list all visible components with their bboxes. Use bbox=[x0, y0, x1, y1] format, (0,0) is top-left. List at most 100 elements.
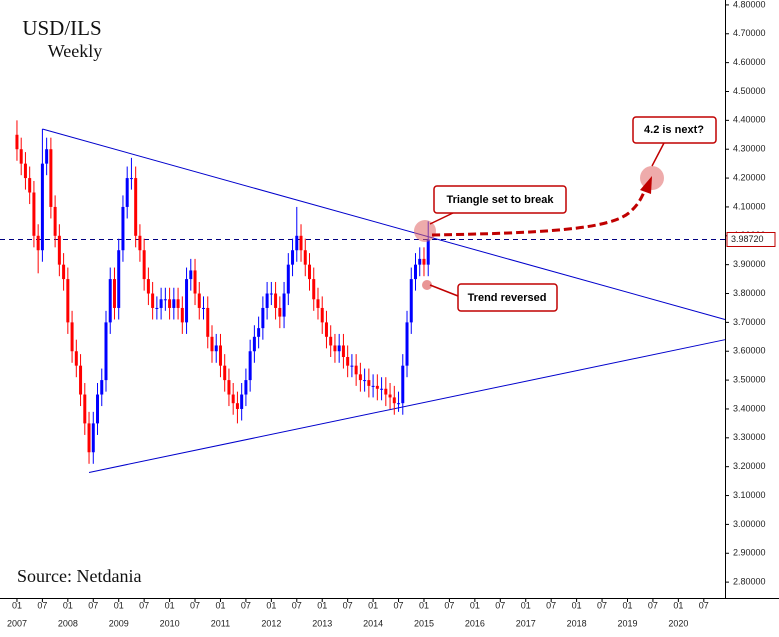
y-tick-label: 4.50000 bbox=[733, 86, 766, 96]
candle-body bbox=[358, 374, 362, 381]
x-year-label: 2018 bbox=[567, 618, 587, 628]
x-tick-label: 07 bbox=[139, 600, 149, 610]
last-price-box bbox=[726, 231, 776, 247]
x-tick-label: 01 bbox=[165, 600, 175, 610]
x-tick-label: 01 bbox=[521, 600, 531, 610]
candle-body bbox=[163, 299, 167, 301]
candle-body bbox=[363, 380, 367, 382]
callout-line bbox=[651, 142, 665, 167]
annotation: 4.2 is next? bbox=[644, 124, 704, 136]
y-tick-label: 3.10000 bbox=[733, 490, 766, 500]
candle-body bbox=[261, 307, 265, 329]
x-tick-label: 01 bbox=[114, 600, 124, 610]
candle-body bbox=[70, 322, 74, 352]
candle-body bbox=[312, 279, 316, 300]
y-tick-label: 3.90000 bbox=[733, 259, 766, 269]
candle-body bbox=[180, 307, 184, 323]
candle-body bbox=[159, 299, 163, 308]
candle-body bbox=[324, 322, 328, 337]
candle-body bbox=[206, 307, 210, 337]
candle-body bbox=[354, 365, 358, 375]
arrow-head bbox=[640, 176, 652, 194]
candle-body bbox=[83, 394, 87, 424]
x-year-label: 2008 bbox=[58, 618, 78, 628]
candle-body bbox=[91, 423, 95, 453]
candle-body bbox=[138, 235, 142, 251]
candle-body bbox=[168, 299, 172, 308]
candle-body bbox=[346, 357, 350, 366]
candle-body bbox=[79, 365, 83, 395]
candle-body bbox=[121, 206, 125, 251]
candle-body bbox=[74, 351, 78, 366]
x-year-label: 2009 bbox=[109, 618, 129, 628]
candle-body bbox=[15, 134, 19, 150]
candle-body bbox=[125, 178, 129, 207]
candle-body bbox=[308, 264, 312, 280]
x-tick-label: 01 bbox=[470, 600, 480, 610]
trendline bbox=[42, 128, 726, 320]
x-year-label: 2012 bbox=[261, 618, 281, 628]
candle-body bbox=[397, 403, 401, 405]
candle-body bbox=[108, 279, 112, 323]
candle-body bbox=[40, 163, 44, 251]
candle-body bbox=[409, 279, 413, 323]
candle-body bbox=[303, 250, 307, 265]
x-year-label: 2007 bbox=[7, 618, 27, 628]
candle-body bbox=[240, 394, 244, 409]
candle-body bbox=[392, 397, 396, 404]
candle-body bbox=[155, 307, 159, 309]
x-tick-label: 07 bbox=[444, 600, 454, 610]
x-tick-label: 07 bbox=[546, 600, 556, 610]
x-tick-label: 01 bbox=[419, 600, 429, 610]
x-tick-label: 07 bbox=[37, 600, 47, 610]
candle-body bbox=[32, 192, 36, 236]
x-tick-label: 01 bbox=[622, 600, 632, 610]
candle-body bbox=[87, 423, 91, 453]
candle-body bbox=[62, 264, 66, 280]
y-tick-label: 3.00000 bbox=[733, 519, 766, 529]
candle-body bbox=[384, 388, 388, 395]
candle-body bbox=[422, 258, 426, 265]
x-year-label: 2019 bbox=[617, 618, 637, 628]
y-tick-label: 2.80000 bbox=[733, 577, 766, 587]
candle-body bbox=[329, 336, 333, 346]
candle-body bbox=[49, 149, 53, 207]
candle-body bbox=[36, 235, 40, 251]
candle-body bbox=[299, 235, 303, 251]
candle-body bbox=[45, 149, 49, 164]
candle-body bbox=[193, 270, 197, 294]
candle-body bbox=[320, 307, 324, 323]
candle-body bbox=[418, 258, 422, 265]
y-tick-label: 4.40000 bbox=[733, 115, 766, 125]
candle-body bbox=[197, 293, 201, 308]
annotation: Trend reversed bbox=[468, 292, 547, 304]
x-year-label: 2020 bbox=[668, 618, 688, 628]
annotation-box bbox=[457, 283, 558, 312]
candle-body bbox=[316, 299, 320, 308]
x-tick-label: 07 bbox=[597, 600, 607, 610]
highlight-circle bbox=[422, 280, 432, 290]
candle-body bbox=[66, 279, 70, 323]
candle-body bbox=[282, 293, 286, 317]
candle-body bbox=[257, 328, 261, 337]
candle-body bbox=[210, 336, 214, 352]
x-year-label: 2011 bbox=[211, 618, 230, 628]
y-tick-label: 3.60000 bbox=[733, 346, 766, 356]
candle-body bbox=[286, 264, 290, 294]
x-tick-label: 01 bbox=[673, 600, 683, 610]
chart-title: USD/ILS bbox=[22, 16, 101, 40]
y-tick-label: 4.30000 bbox=[733, 144, 766, 154]
candle-body bbox=[142, 250, 146, 280]
y-tick-label: 3.20000 bbox=[733, 461, 766, 471]
candle-body bbox=[235, 403, 239, 409]
candle-body bbox=[295, 235, 299, 251]
candle-body bbox=[388, 394, 392, 398]
x-year-label: 2013 bbox=[312, 618, 332, 628]
candle-body bbox=[214, 345, 218, 352]
x-tick-label: 01 bbox=[572, 600, 582, 610]
last-price-label: 3.98720 bbox=[731, 234, 764, 244]
candle-body bbox=[117, 250, 121, 308]
candle-body bbox=[252, 336, 256, 352]
y-tick-label: 4.20000 bbox=[733, 172, 766, 182]
